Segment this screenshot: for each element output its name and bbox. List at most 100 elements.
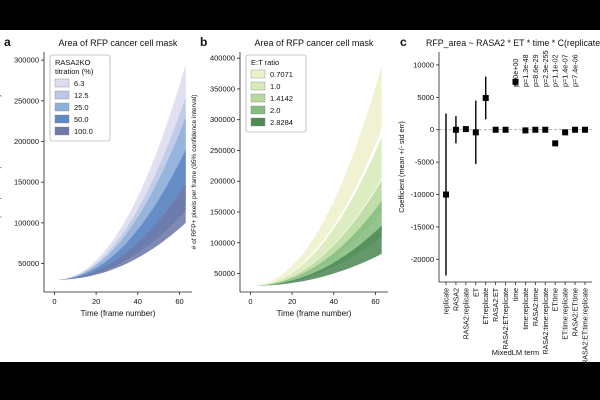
- p-value-label: p=1.3e-48: [521, 54, 530, 87]
- coef-point: [512, 78, 519, 85]
- coef-point: [443, 191, 449, 198]
- band-a-100.0: [54, 183, 186, 280]
- p-value-label: p=7.4e-06: [571, 54, 580, 87]
- term-label: RASA2:ET:time:replicate: [583, 288, 590, 362]
- y-tick-label-c: -15000: [411, 222, 434, 231]
- x-tick-label-b: 20: [288, 297, 296, 306]
- band-b-2.8284: [250, 225, 382, 286]
- band-b-1.0: [250, 136, 382, 286]
- legend-title-a: titration (%): [55, 67, 94, 76]
- term-label: RASA2:ET:time: [573, 288, 580, 336]
- x-axis-label-b: Time (frame number): [277, 309, 352, 318]
- p-value-label: p=1.4e-07: [561, 54, 570, 87]
- term-label: time: [513, 288, 520, 301]
- x-tick-label-a: 60: [175, 297, 183, 306]
- legend-label-a: 12.5: [74, 91, 89, 100]
- legend-swatch-b: [250, 105, 266, 115]
- term-label: RASA2:replicate: [463, 288, 470, 339]
- y-tick-label-b: 300000: [210, 115, 235, 124]
- legend-label-a: 6.3: [74, 79, 84, 88]
- p-value-label: p=8.6e-29: [531, 54, 540, 87]
- y-tick-label-b: 200000: [210, 177, 235, 186]
- legend-label-b: 1.4142: [270, 94, 293, 103]
- p-value-label: p=2.9e-255: [541, 50, 550, 87]
- coef-point: [532, 126, 539, 133]
- x-tick-label-a: 40: [134, 297, 142, 306]
- legend-swatch-a: [54, 114, 70, 124]
- figure-canvas: a Area of RFP cancer cell mask 0 20 40 60 5000…: [0, 30, 600, 365]
- panel-letter-b: b: [200, 35, 207, 49]
- legend-swatch-a: [54, 90, 70, 100]
- y-axis-label-c: Coefficient (mean +/- std err): [397, 121, 406, 213]
- y-axis-label-a: # of RFP+ pixels per frame (95% confiden…: [0, 95, 2, 250]
- legend-swatch-a: [54, 78, 70, 88]
- y-tick-label-b: 100000: [210, 238, 235, 247]
- p-value-label: p=0e+00: [511, 59, 520, 87]
- coef-point: [522, 127, 529, 134]
- coef-point: [502, 126, 509, 133]
- panel-letter-c: c: [400, 35, 407, 49]
- legend-swatch-b: [250, 69, 266, 79]
- coef-point: [482, 95, 489, 101]
- y-tick-label-b: 50000: [214, 269, 235, 278]
- legend-label-a: 50.0: [74, 115, 89, 124]
- term-label: ET:time:replicate: [563, 288, 570, 340]
- x-tick-label-b: 60: [371, 297, 379, 306]
- term-label: RASA2:time: [533, 288, 540, 326]
- x-axis-label-a: Time (frame number): [81, 309, 156, 318]
- legend-label-b: 1.0: [270, 82, 280, 91]
- legend-title-a: RASA2KO: [55, 58, 91, 67]
- y-tick-label-a: 300000: [14, 56, 39, 65]
- y-tick-label-c: 0: [430, 125, 434, 134]
- coef-point: [462, 126, 469, 133]
- term-label: ET:time: [553, 288, 560, 311]
- term-label: replicate: [444, 288, 451, 315]
- term-label: RASA2:time:replicate: [543, 288, 550, 355]
- y-tick-label-a: 250000: [14, 96, 39, 105]
- x-tick-label-a: 20: [92, 297, 100, 306]
- y-tick-label-c: 5000: [417, 93, 434, 102]
- y-tick-label-b: 150000: [210, 208, 235, 217]
- term-label: RASA2:ET:replicate: [503, 288, 510, 350]
- legend-label-a: 100.0: [74, 127, 93, 136]
- legend-title-b: E:T ratio: [251, 58, 279, 67]
- y-tick-label-c: -10000: [411, 190, 434, 199]
- legend-label-a: 25.0: [74, 103, 89, 112]
- coef-point: [472, 129, 479, 136]
- legend-label-b: 2.8284: [270, 118, 293, 127]
- x-tick-label-a: 0: [52, 297, 56, 306]
- legend-swatch-b: [250, 81, 266, 91]
- x-axis-label-c: MixedLM term: [492, 348, 540, 357]
- y-tick-label-b: 250000: [210, 146, 235, 155]
- coef-point: [552, 140, 559, 147]
- term-label: ET:replicate: [483, 288, 490, 325]
- band-b-0.7071: [250, 65, 382, 286]
- y-tick-label-c: -5000: [415, 158, 434, 167]
- panel-a-title: Area of RFP cancer cell mask: [59, 38, 178, 48]
- y-tick-label-c: -20000: [411, 255, 434, 264]
- coef-point: [452, 126, 459, 133]
- y-tick-label-a: 50000: [18, 259, 39, 268]
- x-tick-label-b: 0: [248, 297, 252, 306]
- legend-label-b: 0.7071: [270, 70, 293, 79]
- y-tick-label-b: 400000: [210, 54, 235, 63]
- band-b-2.0: [250, 200, 382, 286]
- y-tick-label-a: 150000: [14, 178, 39, 187]
- term-label: RASA2: [453, 288, 460, 311]
- panel-letter-a: a: [4, 35, 11, 49]
- x-tick-label-b: 40: [330, 297, 338, 306]
- coef-point: [582, 126, 588, 133]
- coef-point: [572, 126, 579, 133]
- legend-swatch-b: [250, 117, 266, 127]
- y-tick-label-a: 200000: [14, 137, 39, 146]
- figure-svg: a Area of RFP cancer cell mask 0 20 40 60 5000…: [0, 35, 600, 365]
- panel-b-title: Area of RFP cancer cell mask: [255, 38, 374, 48]
- term-label: ET: [473, 287, 480, 297]
- coef-point: [542, 126, 549, 133]
- p-value-label: p=1.1e-02: [551, 54, 560, 87]
- legend-swatch-a: [54, 102, 70, 112]
- legend-label-b: 2.0: [270, 106, 280, 115]
- legend-swatch-b: [250, 93, 266, 103]
- term-label: RASA2:ET: [493, 287, 500, 322]
